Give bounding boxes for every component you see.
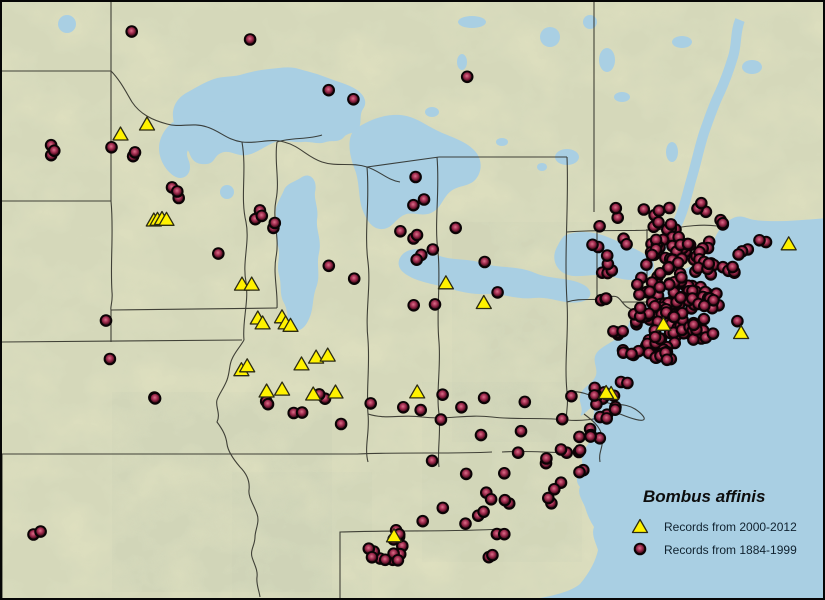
- svg-text:Records from 1884-1999: Records from 1884-1999: [664, 543, 797, 557]
- svg-text:Bombus affinis: Bombus affinis: [643, 487, 765, 506]
- svg-text:Records from 2000-2012: Records from 2000-2012: [664, 520, 797, 534]
